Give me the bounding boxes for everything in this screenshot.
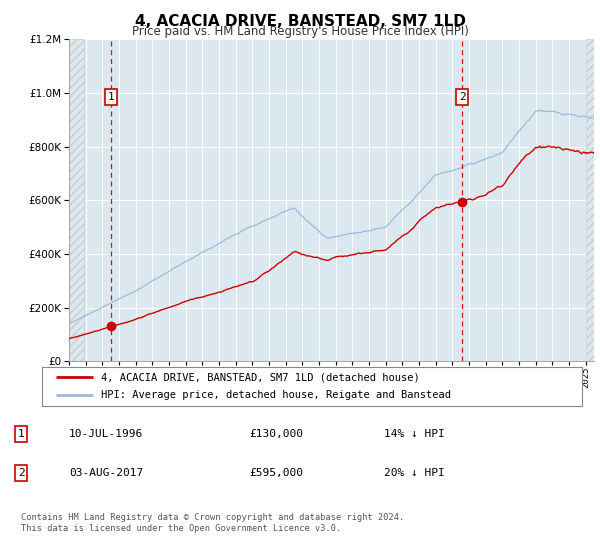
Text: HPI: Average price, detached house, Reigate and Banstead: HPI: Average price, detached house, Reig… [101, 390, 451, 400]
Text: 10-JUL-1996: 10-JUL-1996 [69, 429, 143, 439]
Text: 4, ACACIA DRIVE, BANSTEAD, SM7 1LD (detached house): 4, ACACIA DRIVE, BANSTEAD, SM7 1LD (deta… [101, 372, 420, 382]
Text: £130,000: £130,000 [249, 429, 303, 439]
Text: 20% ↓ HPI: 20% ↓ HPI [384, 468, 445, 478]
FancyBboxPatch shape [42, 367, 582, 406]
Text: £595,000: £595,000 [249, 468, 303, 478]
Text: 2: 2 [17, 468, 25, 478]
Bar [586, 39, 594, 361]
Text: 1: 1 [17, 429, 25, 439]
Bar [69, 39, 85, 361]
Text: 03-AUG-2017: 03-AUG-2017 [69, 468, 143, 478]
Text: 4, ACACIA DRIVE, BANSTEAD, SM7 1LD: 4, ACACIA DRIVE, BANSTEAD, SM7 1LD [134, 14, 466, 29]
Text: This data is licensed under the Open Government Licence v3.0.: This data is licensed under the Open Gov… [21, 524, 341, 533]
Text: Price paid vs. HM Land Registry's House Price Index (HPI): Price paid vs. HM Land Registry's House … [131, 25, 469, 38]
Text: 1: 1 [108, 92, 115, 102]
Text: Contains HM Land Registry data © Crown copyright and database right 2024.: Contains HM Land Registry data © Crown c… [21, 513, 404, 522]
Text: 2: 2 [459, 92, 466, 102]
Text: 14% ↓ HPI: 14% ↓ HPI [384, 429, 445, 439]
